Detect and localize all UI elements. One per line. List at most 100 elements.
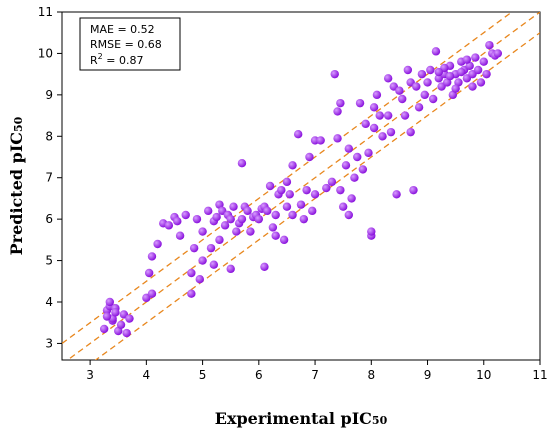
data-point [173, 217, 182, 226]
data-point [386, 127, 396, 137]
data-point [308, 206, 317, 216]
data-point [493, 49, 503, 58]
data-point [355, 98, 365, 108]
data-point [375, 111, 384, 120]
x-tick-label: 3 [86, 368, 94, 382]
stats-box: MAE = 0.52 RMSE = 0.68 R2 = 0.87 [79, 17, 181, 71]
data-point [482, 69, 491, 79]
r2-label: R2 = 0.87 [90, 52, 143, 67]
data-point [254, 214, 264, 224]
data-point [338, 202, 348, 211]
data-point [310, 190, 320, 199]
data-point [204, 206, 213, 216]
data-point [423, 78, 432, 87]
data-point [285, 190, 294, 199]
data-point [125, 314, 134, 323]
y-tick-label: 11 [38, 5, 53, 19]
x-tick-label: 11 [532, 368, 547, 382]
data-point [215, 235, 224, 245]
data-points [99, 40, 503, 338]
data-point [395, 86, 404, 95]
data-point [198, 227, 207, 236]
data-point [288, 210, 297, 220]
data-point [479, 57, 488, 66]
data-point [229, 202, 238, 211]
data-point [378, 132, 387, 141]
data-point [358, 165, 368, 174]
data-point [226, 214, 235, 224]
y-tick-label: 6 [45, 212, 53, 226]
data-point [187, 268, 196, 278]
data-point [164, 221, 174, 230]
data-point [268, 223, 278, 232]
data-point [305, 152, 314, 162]
data-point [333, 134, 342, 143]
data-point [383, 111, 393, 120]
data-point [457, 67, 466, 77]
data-point [406, 127, 415, 137]
data-point [468, 82, 477, 91]
data-point [485, 40, 494, 50]
data-point [473, 65, 483, 75]
x-tick-label: 5 [199, 368, 207, 382]
data-point [322, 183, 331, 193]
data-point [187, 289, 196, 298]
data-point [220, 221, 230, 230]
data-point [372, 90, 382, 100]
y-tick-label: 5 [45, 254, 53, 268]
data-point [189, 243, 199, 253]
data-point [260, 262, 269, 271]
data-point [364, 148, 373, 158]
data-point [195, 275, 204, 284]
data-point [398, 94, 407, 104]
x-tick-label: 10 [476, 368, 491, 382]
data-point [271, 210, 280, 220]
data-point [246, 227, 255, 236]
data-point [330, 69, 339, 79]
y-tick-label: 9 [45, 88, 53, 102]
x-axis-ticks: 3 4 5 6 7 8 9 10 11 [86, 360, 548, 382]
data-point [198, 256, 207, 265]
data-point [434, 67, 443, 77]
data-point [144, 268, 154, 278]
data-point [206, 243, 216, 253]
data-point [344, 144, 353, 153]
data-point [293, 130, 303, 139]
data-point [333, 107, 342, 116]
data-point [282, 202, 292, 211]
x-tick-label: 8 [367, 368, 375, 382]
data-point [327, 177, 337, 187]
data-point [451, 84, 460, 93]
data-point [412, 82, 421, 91]
data-point [226, 264, 235, 274]
y-axis-ticks: 3 4 5 6 7 8 9 10 11 [38, 5, 62, 350]
data-point [476, 78, 486, 87]
data-point [192, 214, 202, 224]
data-point [336, 98, 345, 108]
data-point [462, 55, 472, 64]
data-point [279, 235, 289, 245]
data-point [243, 206, 252, 216]
data-point [147, 289, 157, 298]
data-point [361, 119, 370, 129]
data-point [414, 103, 424, 112]
data-point [431, 47, 441, 56]
data-point [344, 210, 353, 220]
reference-line [94, 32, 540, 360]
data-point [350, 173, 359, 182]
data-point [341, 161, 351, 170]
data-point [99, 324, 109, 334]
data-point [392, 190, 401, 199]
data-point [302, 185, 311, 195]
data-point [122, 328, 131, 338]
data-point [316, 136, 325, 145]
y-axis-title: Predicted pIC50 [7, 116, 26, 255]
data-point [426, 65, 435, 75]
data-point [296, 200, 306, 209]
x-tick-label: 6 [255, 368, 263, 382]
y-tick-label: 4 [45, 295, 53, 309]
data-point [403, 65, 413, 75]
data-point [383, 74, 393, 83]
data-point [232, 227, 241, 236]
